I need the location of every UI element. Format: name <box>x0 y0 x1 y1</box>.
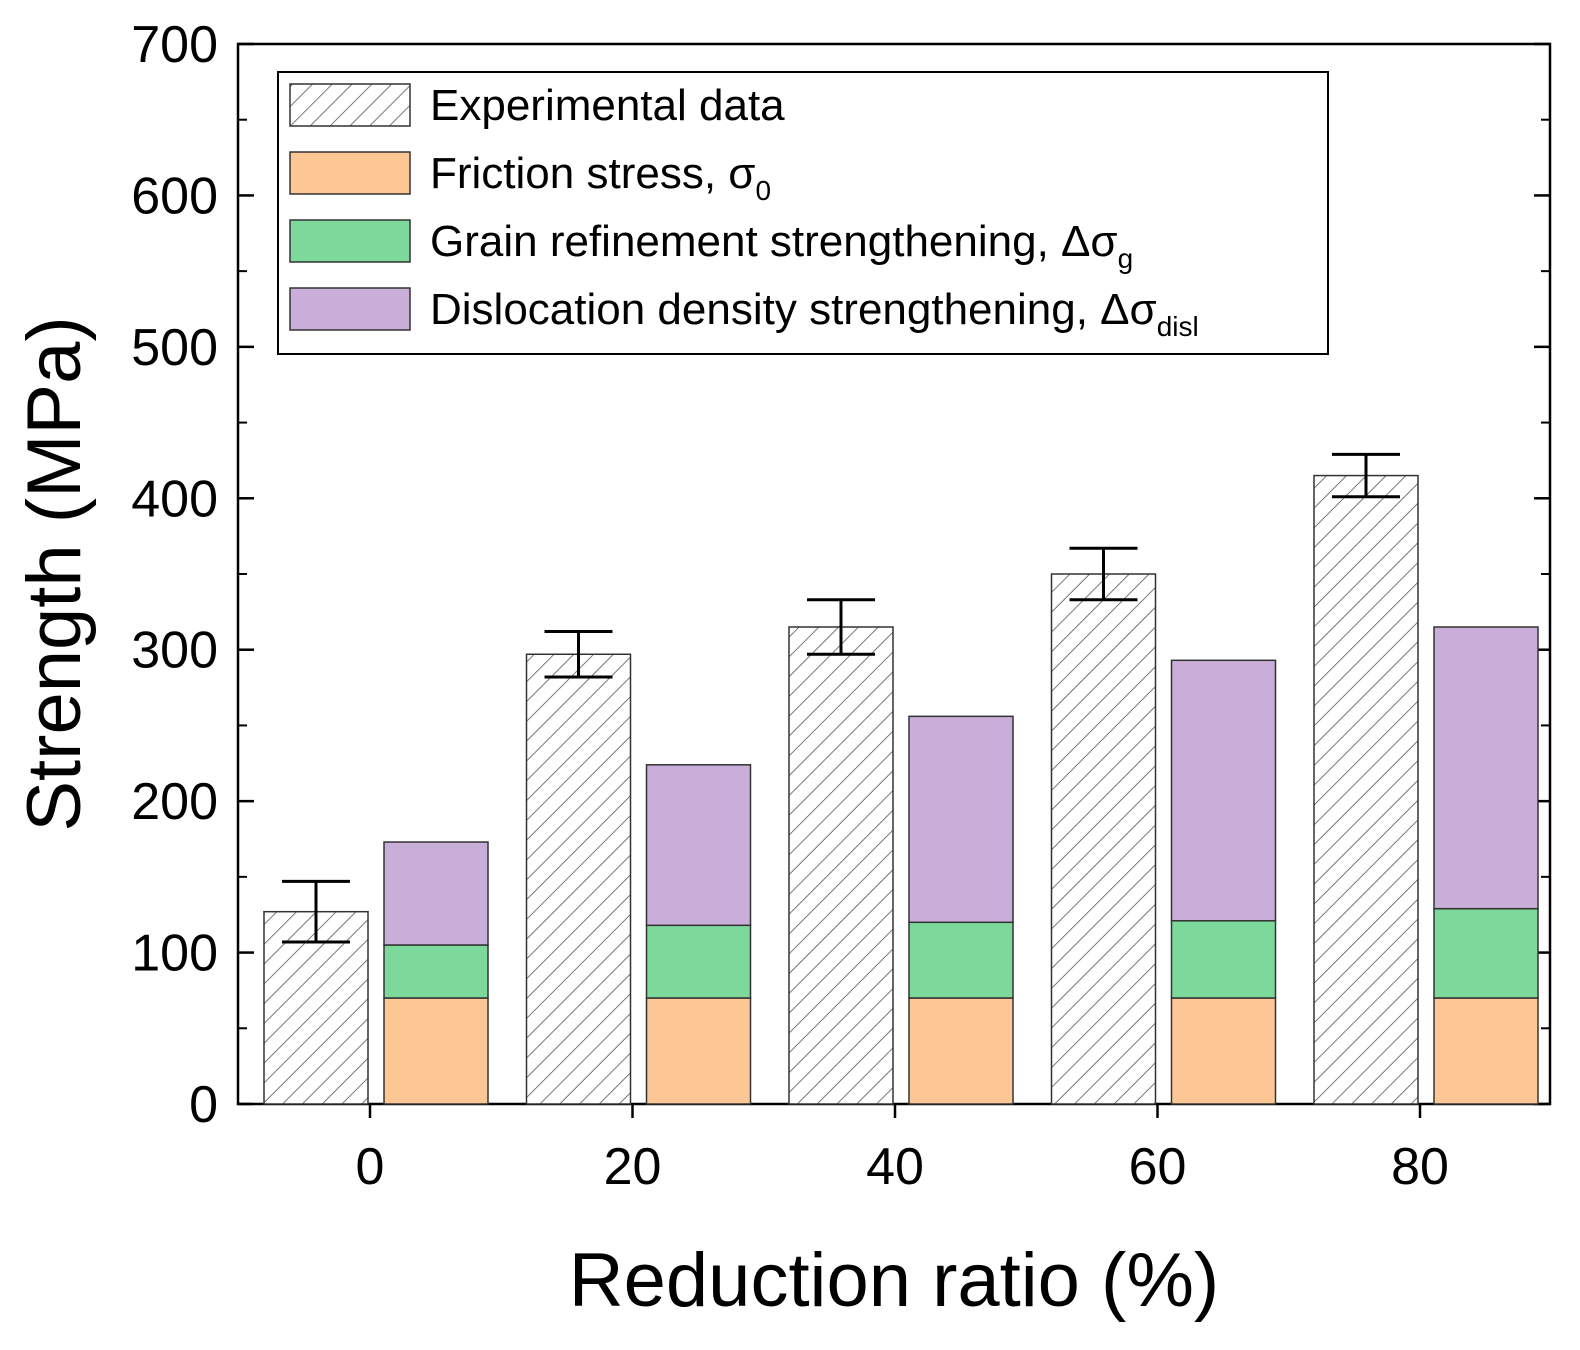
experimental-bar <box>263 910 369 1105</box>
y-tick-label: 400 <box>131 470 218 528</box>
x-axis-title: Reduction ratio (%) <box>569 1238 1220 1323</box>
experimental-bar <box>788 626 894 1105</box>
stacked-bar-segment-grain <box>645 924 752 999</box>
stacked-bar-segment-grain <box>383 944 489 999</box>
y-tick-label: 500 <box>131 319 218 377</box>
stacked-bar-segment-friction <box>645 997 752 1105</box>
bars-group <box>263 452 1539 1105</box>
legend-label-grain: Grain refinement strengthening, Δσg <box>430 217 1133 274</box>
stacked-bar-segment-dislocation <box>645 764 752 927</box>
y-axis-title: Strength (MPa) <box>12 316 97 831</box>
y-axis-ticks: 0 100 200 300 400 500 600 700 <box>131 16 1550 1134</box>
x-tick-label: 0 <box>356 1138 385 1196</box>
experimental-bar <box>1050 573 1157 1105</box>
legend-swatch-friction <box>289 151 411 195</box>
stacked-bar-segment-grain <box>1433 907 1539 999</box>
x-tick-label: 40 <box>866 1138 924 1196</box>
x-axis-ticks: 0 20 40 60 80 <box>356 1104 1449 1196</box>
legend-label-friction: Friction stress, σ0 <box>430 149 771 206</box>
stacked-bar-segment-grain <box>908 921 1014 999</box>
x-tick-label: 80 <box>1391 1138 1449 1196</box>
stacked-bar-segment-friction <box>908 997 1014 1105</box>
stacked-bar-segment-friction <box>1170 997 1277 1105</box>
stacked-bar-segment-friction <box>1433 997 1539 1105</box>
stacked-bar-segment-dislocation <box>1433 626 1539 910</box>
stacked-bar-segment-dislocation <box>1170 659 1277 922</box>
experimental-bar <box>1313 474 1419 1105</box>
stacked-bar-segment-grain <box>1170 920 1277 999</box>
legend-box <box>277 71 1329 355</box>
y-tick-label: 600 <box>131 167 218 225</box>
y-tick-label: 100 <box>131 925 218 983</box>
y-tick-label: 300 <box>131 622 218 680</box>
x-tick-label: 60 <box>1129 1138 1187 1196</box>
experimental-bar <box>525 653 632 1105</box>
legend-swatch-dislocation <box>289 287 411 331</box>
stacked-bar-segment-dislocation <box>908 715 1014 924</box>
stacked-bar-segment-dislocation <box>383 841 489 946</box>
y-tick-label: 700 <box>131 16 218 74</box>
legend-label-dislocation: Dislocation density strengthening, Δσdis… <box>430 285 1199 342</box>
legend-swatch-experimental <box>289 83 411 127</box>
stacked-bar-segment-friction <box>383 997 489 1105</box>
legend-label-experimental: Experimental data <box>430 81 785 130</box>
legend: Experimental data Friction stress, σ0 Grai… <box>277 71 1329 355</box>
y-tick-label: 0 <box>189 1076 218 1134</box>
x-tick-label: 20 <box>604 1138 662 1196</box>
y-tick-label: 200 <box>131 773 218 831</box>
legend-swatch-grain <box>289 219 411 263</box>
